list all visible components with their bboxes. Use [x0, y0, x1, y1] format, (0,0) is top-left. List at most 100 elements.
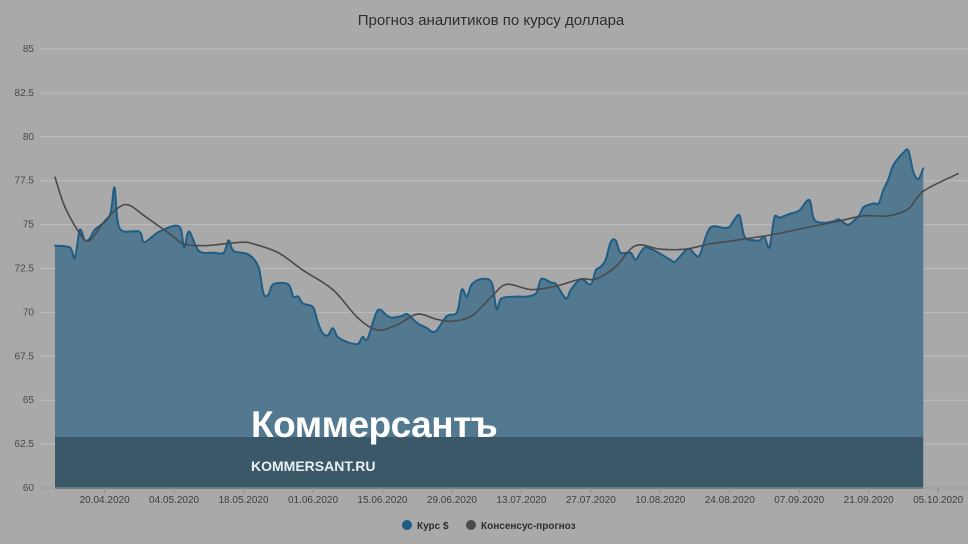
data-point-kurs — [470, 283, 473, 286]
data-point-kurs — [212, 251, 215, 254]
y-axis: 60 62.5 65 67.5 70 72.5 75 77.5 80 82.5 85 — [15, 44, 35, 494]
data-point-kurs — [68, 246, 71, 249]
data-point-kurs — [118, 227, 121, 230]
data-point-kurs — [882, 188, 885, 191]
data-point-kurs — [619, 251, 622, 254]
watermark-band — [55, 437, 923, 489]
data-point-kurs — [227, 239, 230, 242]
x-tick-label: 29.06.2020 — [427, 495, 477, 506]
data-point-consensus — [733, 239, 736, 242]
data-point-kurs — [525, 295, 528, 298]
data-point-consensus — [203, 244, 205, 247]
watermark: Коммерсантъ KOMMERSANT.RU — [55, 404, 923, 489]
data-point-kurs — [78, 228, 81, 231]
data-point-kurs — [768, 246, 771, 249]
data-point-consensus — [103, 220, 106, 222]
y-tick-label: 72.5 — [15, 264, 35, 275]
data-point-kurs — [73, 257, 76, 259]
data-point-kurs — [247, 253, 250, 256]
data-point-kurs — [694, 253, 696, 256]
data-point-kurs — [902, 151, 905, 154]
series-area-kurs — [55, 149, 924, 488]
data-point-kurs — [644, 246, 647, 249]
data-point-consensus — [555, 285, 557, 287]
data-point-kurs — [178, 225, 180, 228]
data-point-kurs — [550, 281, 553, 284]
x-tick-label: 10.08.2020 — [635, 495, 685, 506]
data-point-consensus — [505, 283, 508, 286]
series-line-consensus — [54, 172, 959, 331]
data-point-consensus — [168, 232, 170, 235]
data-point-consensus — [118, 206, 121, 208]
data-point-consensus — [530, 288, 533, 291]
data-point-kurs — [356, 343, 359, 345]
data-point-consensus — [451, 320, 453, 323]
data-point-kurs — [609, 241, 612, 244]
data-point-kurs — [892, 163, 895, 166]
x-tick-label: 04.05.2020 — [149, 495, 199, 506]
data-point-consensus — [128, 204, 131, 207]
data-point-kurs — [436, 329, 438, 331]
y-tick-label: 62.5 — [15, 439, 35, 450]
x-tick-label: 15.06.2020 — [357, 495, 407, 506]
data-point-kurs — [599, 265, 602, 268]
data-point-kurs — [386, 314, 389, 317]
data-point-consensus — [684, 248, 686, 250]
x-axis: 20.04.2020 04.05.2020 18.05.2020 01.06.2020… — [40, 487, 968, 506]
data-point-kurs — [515, 295, 518, 298]
data-point-kurs — [753, 239, 756, 242]
data-point-kurs — [872, 202, 875, 205]
data-point-kurs — [292, 295, 295, 298]
chart-title: Прогноз аналитиков по курсу доллара — [358, 12, 625, 29]
watermark-logo: Коммерсантъ — [251, 404, 497, 445]
data-point-kurs — [222, 251, 225, 254]
data-point-consensus — [768, 234, 771, 236]
data-point-kurs — [723, 227, 726, 230]
data-point-kurs — [778, 216, 781, 219]
data-point-kurs — [907, 149, 910, 152]
data-point-kurs — [540, 278, 543, 280]
data-point-consensus — [332, 288, 334, 291]
y-tick-label: 60 — [23, 483, 35, 494]
data-point-kurs — [808, 199, 811, 201]
watermark-url: KOMMERSANT.RU — [251, 458, 375, 474]
data-point-kurs — [232, 249, 235, 252]
x-tick-label: 07.09.2020 — [774, 495, 824, 506]
data-point-consensus — [252, 243, 255, 245]
data-point-kurs — [922, 167, 925, 170]
data-point-kurs — [912, 170, 915, 173]
data-point-kurs — [346, 341, 349, 344]
data-point-kurs — [93, 228, 96, 231]
data-point-kurs — [297, 295, 300, 298]
data-point-kurs — [728, 225, 731, 228]
data-point-consensus — [222, 243, 225, 245]
data-point-kurs — [431, 330, 434, 333]
data-point-kurs — [267, 293, 270, 296]
data-point-kurs — [877, 202, 880, 205]
data-point-kurs — [138, 230, 141, 233]
data-point-kurs — [465, 295, 468, 298]
y-tick-label: 67.5 — [15, 351, 35, 362]
data-point-kurs — [336, 336, 339, 338]
data-point-kurs — [837, 218, 840, 221]
data-point-kurs — [654, 249, 657, 252]
data-point-kurs — [813, 218, 816, 221]
data-point-kurs — [158, 230, 161, 233]
data-point-kurs — [54, 244, 56, 247]
legend-label-kurs: Курс $ — [417, 521, 449, 532]
plot-area — [54, 148, 959, 488]
data-point-kurs — [406, 313, 409, 316]
data-point-consensus — [922, 190, 925, 192]
data-point-kurs — [321, 332, 324, 335]
data-point-kurs — [326, 334, 329, 337]
y-tick-label: 85 — [23, 44, 35, 55]
data-point-consensus — [79, 232, 81, 235]
data-point-kurs — [842, 221, 845, 224]
data-point-kurs — [361, 336, 364, 338]
data-point-consensus — [614, 265, 617, 268]
data-point-kurs — [634, 258, 637, 261]
data-point-kurs — [183, 246, 185, 249]
data-point-kurs — [401, 314, 404, 317]
data-point-kurs — [604, 258, 607, 261]
